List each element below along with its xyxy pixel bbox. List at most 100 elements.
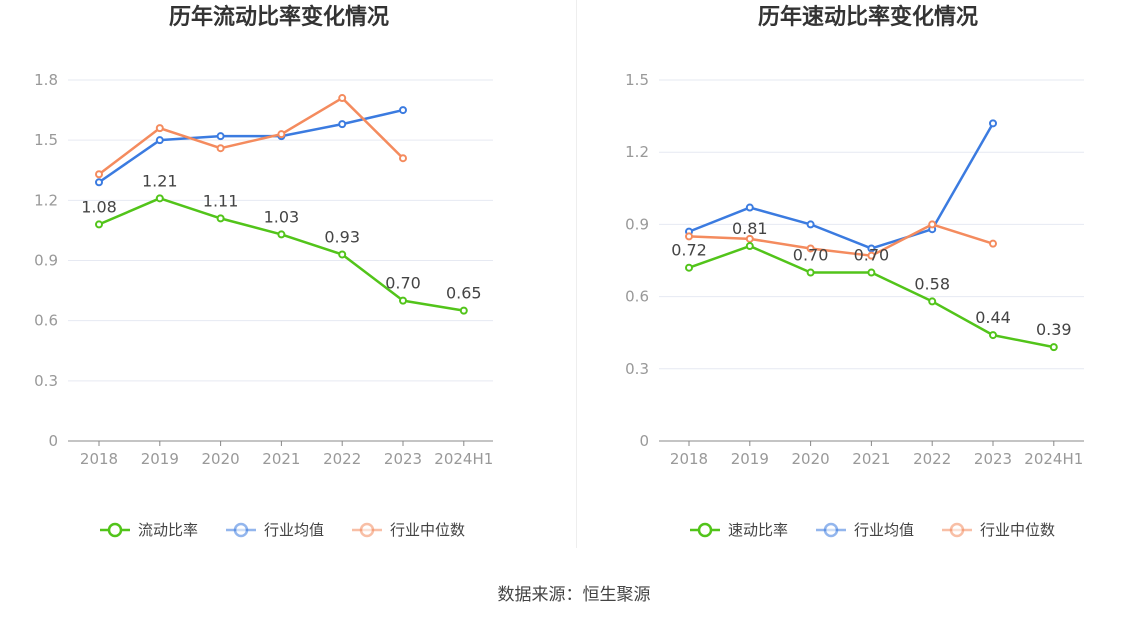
- x-tick-label: 2020: [202, 450, 240, 468]
- data-point: [459, 306, 468, 315]
- legend-item: 行业均值: [816, 521, 914, 539]
- legend-item: 行业均值: [226, 521, 324, 539]
- chart-divider: [576, 0, 577, 548]
- data-point: [685, 263, 693, 272]
- data-label: 0.44: [975, 308, 1011, 327]
- data-point: [745, 234, 754, 243]
- data-label: 0.70: [793, 246, 829, 265]
- data-label: 1.08: [81, 197, 117, 216]
- data-point: [928, 297, 937, 306]
- data-point: [989, 239, 997, 248]
- legend-item: 速动比率: [690, 521, 788, 539]
- data-label: 1.11: [203, 191, 239, 210]
- y-tick-label: 1.8: [34, 71, 58, 89]
- x-tick-label: 2024H1: [434, 450, 493, 468]
- data-point: [989, 331, 997, 340]
- legend-label: 行业中位数: [980, 521, 1055, 539]
- data-point: [338, 120, 347, 129]
- legend-swatch-marker: [697, 522, 713, 538]
- data-point: [155, 136, 164, 145]
- legend-label: 行业均值: [264, 521, 324, 539]
- data-label: 0.70: [854, 246, 890, 265]
- quick-ratio-chart: 历年速动比率变化情况 0 0.3 0.6 0.9 1.2 1.5 2018 2019 2020 20…: [625, 4, 1084, 539]
- data-label: 1.03: [264, 207, 300, 226]
- data-point: [338, 250, 347, 259]
- y-tick-label: 0.3: [625, 360, 649, 378]
- y-tick-label: 0.6: [34, 312, 58, 330]
- data-point: [867, 244, 876, 253]
- x-tick-label: 2021: [262, 450, 300, 468]
- legend-swatch-marker: [233, 522, 249, 538]
- data-point: [277, 130, 286, 139]
- data-point: [867, 268, 876, 277]
- data-point: [928, 220, 937, 229]
- chart-title: 历年流动比率变化情况: [169, 4, 389, 30]
- data-point: [806, 220, 815, 229]
- data-point: [806, 268, 815, 277]
- current-ratio-chart: 历年流动比率变化情况 0 0.3 0.6 0.9 1.2 1.5 1.8 2018 2019 202…: [34, 4, 493, 539]
- chart-title: 历年速动比率变化情况: [758, 4, 978, 30]
- legend-label: 行业均值: [854, 521, 914, 539]
- legend-swatch-marker: [823, 522, 839, 538]
- legend-swatch-marker: [949, 522, 965, 538]
- x-tick-label: 2023: [974, 450, 1012, 468]
- data-point: [155, 124, 164, 133]
- data-label: 0.93: [324, 227, 360, 246]
- legend-item: 行业中位数: [352, 521, 465, 539]
- y-tick-label: 0.9: [34, 252, 58, 270]
- legend-swatch-marker: [107, 522, 123, 538]
- legend-label: 行业中位数: [390, 521, 465, 539]
- data-point: [95, 170, 103, 179]
- data-label: 0.39: [1036, 320, 1072, 339]
- y-tick-label: 1.5: [625, 71, 649, 89]
- data-point: [399, 154, 407, 163]
- data-label: 0.70: [385, 274, 421, 293]
- legend-item: 流动比率: [100, 521, 198, 539]
- data-label: 0.58: [914, 274, 950, 293]
- data-point: [989, 119, 997, 128]
- series-line: [688, 122, 995, 250]
- legend-swatch-marker: [359, 522, 375, 538]
- x-tick-label: 2024H1: [1024, 450, 1083, 468]
- series-line: [688, 223, 994, 257]
- x-tick-label: 2018: [670, 450, 708, 468]
- x-tick-label: 2022: [913, 450, 951, 468]
- x-tick-label: 2019: [731, 450, 769, 468]
- data-point: [806, 244, 815, 253]
- data-point: [95, 178, 103, 187]
- data-point: [399, 106, 407, 115]
- data-label: 0.65: [446, 284, 482, 303]
- x-tick-label: 2020: [792, 450, 830, 468]
- y-tick-label: 0: [639, 432, 649, 450]
- y-tick-label: 1.2: [34, 191, 58, 209]
- data-point: [745, 203, 754, 212]
- legend-label: 流动比率: [138, 521, 198, 539]
- data-point: [95, 220, 103, 229]
- legend-label: 速动比率: [728, 521, 788, 539]
- x-tick-label: 2023: [384, 450, 422, 468]
- data-point: [216, 132, 225, 141]
- x-tick-label: 2019: [141, 450, 179, 468]
- y-tick-label: 1.5: [34, 131, 58, 149]
- data-point: [685, 232, 693, 241]
- data-point: [277, 230, 286, 239]
- data-label: 0.81: [732, 219, 768, 238]
- data-label: 0.72: [671, 241, 707, 260]
- y-tick-label: 0.6: [625, 288, 649, 306]
- data-point: [155, 194, 164, 203]
- series-line: [98, 96, 404, 176]
- data-point: [216, 144, 225, 153]
- series-line: [98, 108, 404, 184]
- data-point: [399, 296, 407, 305]
- x-tick-label: 2021: [852, 450, 890, 468]
- y-tick-label: 0: [48, 432, 58, 450]
- y-tick-label: 0.3: [34, 372, 58, 390]
- data-label: 1.21: [142, 171, 178, 190]
- data-point: [1049, 343, 1058, 352]
- x-tick-label: 2018: [80, 450, 118, 468]
- legend-item: 行业中位数: [942, 521, 1055, 539]
- data-point: [216, 214, 225, 223]
- data-point: [745, 242, 754, 251]
- x-tick-label: 2022: [323, 450, 361, 468]
